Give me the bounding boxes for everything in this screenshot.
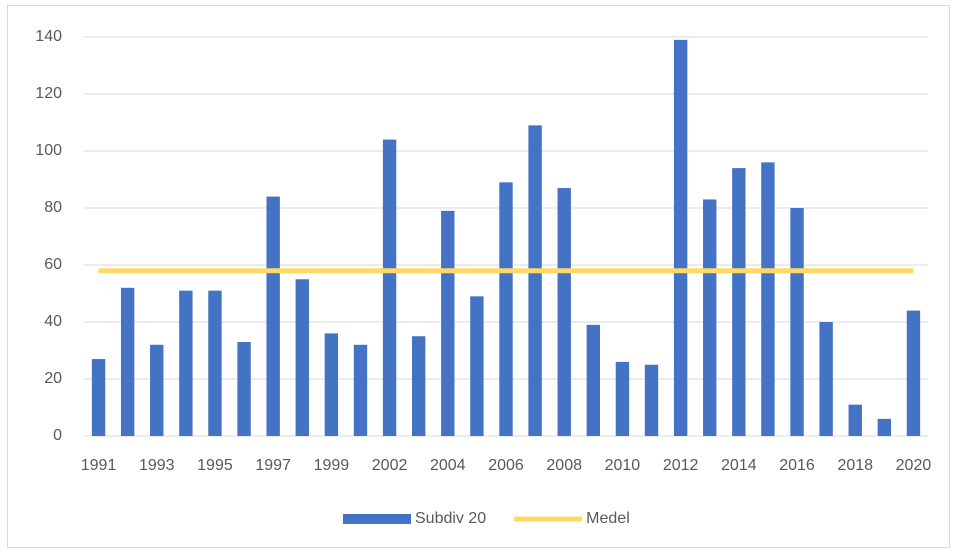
y-tick-label: 60 — [44, 256, 62, 273]
y-tick-label: 100 — [35, 142, 62, 159]
bar — [353, 344, 368, 436]
x-tick-label: 2006 — [488, 457, 524, 474]
x-tick-label: 2014 — [721, 457, 757, 474]
bar — [324, 333, 339, 436]
bar — [848, 404, 862, 436]
x-tick-label: 1995 — [197, 457, 233, 474]
x-tick-label: 1997 — [255, 457, 291, 474]
bar — [615, 361, 630, 436]
bar — [732, 168, 746, 436]
bar — [790, 208, 804, 436]
bar — [528, 125, 542, 436]
legend-label: Medel — [586, 510, 630, 527]
bar — [382, 139, 397, 436]
bar — [703, 199, 717, 436]
x-tick-label: 2010 — [605, 457, 641, 474]
x-tick-label: 1999 — [314, 457, 350, 474]
bar — [150, 344, 164, 436]
bar — [761, 162, 775, 436]
bar — [586, 324, 601, 436]
y-tick-label: 40 — [44, 313, 62, 330]
bar — [499, 182, 513, 436]
bar — [877, 418, 892, 436]
bar — [557, 188, 571, 436]
bar — [470, 296, 484, 436]
bar — [237, 341, 251, 436]
x-tick-label: 1993 — [139, 457, 175, 474]
x-tick-label: 2008 — [546, 457, 582, 474]
bar — [179, 290, 193, 436]
x-tick-label: 2020 — [896, 457, 932, 474]
x-tick-label: 2018 — [837, 457, 873, 474]
y-tick-label: 80 — [44, 199, 62, 216]
legend-swatch — [343, 514, 411, 524]
bar — [266, 196, 280, 436]
bar — [208, 290, 222, 436]
bar — [411, 336, 426, 436]
bar — [441, 210, 455, 436]
bar — [120, 287, 135, 436]
x-tick-label: 2002 — [372, 457, 408, 474]
bar — [91, 359, 106, 436]
y-tick-label: 140 — [35, 28, 62, 45]
x-tick-label: 1991 — [81, 457, 117, 474]
bar — [673, 39, 688, 436]
bar — [644, 364, 659, 436]
x-tick-label: 2012 — [663, 457, 699, 474]
legend-label: Subdiv 20 — [415, 510, 486, 527]
y-tick-label: 20 — [44, 370, 62, 387]
bar — [906, 310, 921, 436]
y-tick-label: 0 — [53, 427, 62, 444]
bar — [819, 322, 833, 436]
x-tick-label: 2016 — [779, 457, 815, 474]
bar — [295, 279, 309, 436]
x-tick-label: 2004 — [430, 457, 466, 474]
y-tick-label: 120 — [35, 85, 62, 102]
